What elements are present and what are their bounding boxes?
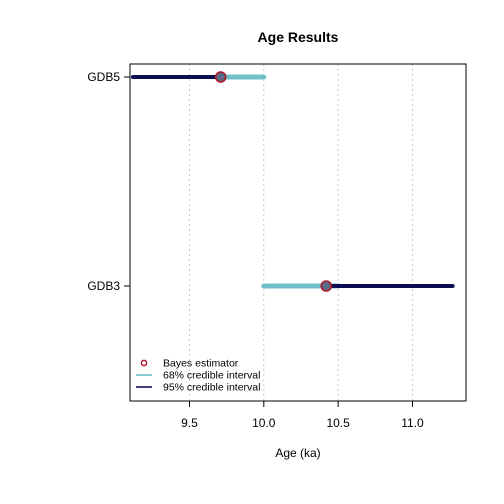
x-tick-label: 11.0: [401, 416, 424, 430]
legend-estimator-marker: [140, 359, 148, 367]
chart-title: Age Results: [258, 29, 339, 45]
plot-frame: [129, 63, 467, 402]
y-axis: GDB5 GDB3: [87, 70, 130, 293]
grid-layer: [188, 64, 413, 401]
legend-label-estimator: Bayes estimator: [163, 358, 239, 370]
legend-label-ci95: 95% credible interval: [163, 382, 260, 394]
legend-label-ci68: 68% credible interval: [163, 370, 260, 382]
estimator-point-gdb5: [214, 71, 227, 83]
y-tick-label: GDB3: [87, 279, 120, 293]
estimator-point-gdb3: [320, 280, 333, 292]
y-tick-label: GDB5: [87, 70, 120, 84]
series-layer: [130, 71, 455, 292]
x-axis-label: Age (ka): [275, 446, 320, 460]
x-tick-label: 10.5: [326, 416, 350, 430]
x-axis: 9.5 10.0 10.5 11.0: [181, 401, 424, 430]
x-tick-label: 10.0: [252, 416, 276, 430]
x-tick-label: 9.5: [181, 416, 198, 430]
